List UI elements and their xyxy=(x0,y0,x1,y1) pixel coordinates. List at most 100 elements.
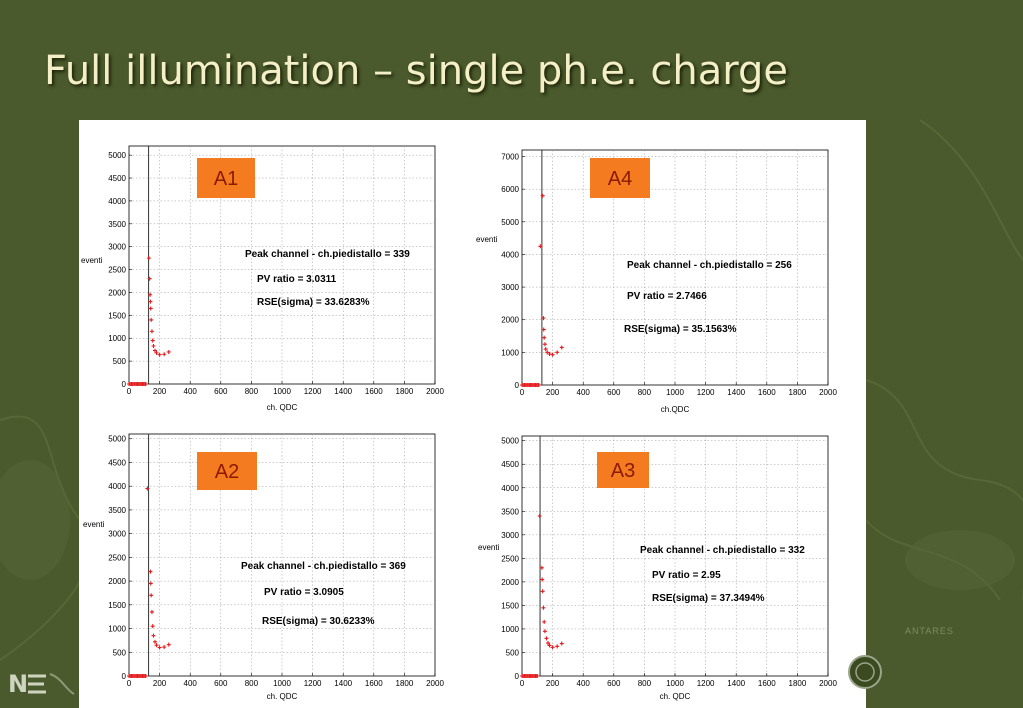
y-tick-label: 3000 xyxy=(501,283,519,292)
data-series xyxy=(520,194,564,387)
slide-title: Full illumination – single ph.e. charge xyxy=(44,48,789,94)
data-point xyxy=(535,674,540,678)
chart-annotation: RSE(sigma) = 33.6283% xyxy=(257,297,370,308)
chart-annotation: RSE(sigma) = 30.6233% xyxy=(262,616,375,627)
chart-badge xyxy=(197,452,257,490)
y-axis-label: eventi xyxy=(81,256,103,265)
y-tick-label: 2500 xyxy=(108,266,126,275)
y-tick-label: 5000 xyxy=(108,435,126,444)
x-tick-label: 200 xyxy=(153,679,167,688)
data-point xyxy=(542,342,547,347)
x-tick-label: 1200 xyxy=(697,388,715,397)
antares-label: ANTARES xyxy=(905,626,954,636)
x-tick-label: 800 xyxy=(638,388,652,397)
x-tick-label: 1200 xyxy=(304,387,322,396)
x-tick-label: 0 xyxy=(127,679,132,688)
data-point xyxy=(149,317,154,322)
chart-annotation: PV ratio = 2.95 xyxy=(652,570,721,581)
data-point xyxy=(541,605,546,610)
x-tick-label: 200 xyxy=(546,679,560,688)
y-tick-label: 1500 xyxy=(108,311,126,320)
x-tick-label: 1200 xyxy=(304,679,322,688)
x-tick-label: 1400 xyxy=(334,387,352,396)
data-point xyxy=(537,514,542,518)
y-tick-label: 3000 xyxy=(501,531,519,540)
y-tick-label: 5000 xyxy=(501,218,519,227)
y-tick-label: 3000 xyxy=(108,243,126,252)
x-tick-label: 600 xyxy=(607,388,621,397)
y-tick-label: 4000 xyxy=(501,250,519,259)
chart-annotation: PV ratio = 2.7466 xyxy=(627,291,707,302)
x-tick-label: 400 xyxy=(184,679,198,688)
x-tick-label: 1400 xyxy=(727,388,745,397)
y-tick-label: 6000 xyxy=(501,185,519,194)
y-tick-label: 1500 xyxy=(501,601,519,610)
y-axis-label: eventi xyxy=(476,235,498,244)
x-tick-label: 400 xyxy=(577,388,591,397)
x-tick-label: 600 xyxy=(214,387,228,396)
y-tick-label: 5000 xyxy=(501,437,519,446)
data-point xyxy=(148,299,153,304)
plot-area xyxy=(128,433,436,677)
data-point xyxy=(149,593,154,598)
data-point xyxy=(154,643,159,648)
data-point xyxy=(153,639,158,644)
data-point xyxy=(162,645,167,650)
data-point xyxy=(149,329,154,334)
x-axis-label: ch. QDC xyxy=(267,692,298,701)
x-tick-label: 600 xyxy=(607,679,621,688)
data-series xyxy=(127,487,171,678)
data-point xyxy=(543,347,548,352)
y-tick-label: 2000 xyxy=(501,316,519,325)
y-tick-label: 2000 xyxy=(108,288,126,297)
x-tick-label: 1600 xyxy=(758,679,776,688)
y-tick-label: 2000 xyxy=(108,577,126,586)
y-tick-label: 3500 xyxy=(108,506,126,515)
data-point xyxy=(547,643,552,648)
data-point xyxy=(153,348,158,353)
x-tick-label: 1600 xyxy=(365,679,383,688)
x-tick-label: 200 xyxy=(153,387,167,396)
chart-annotation: RSE(sigma) = 37.3494% xyxy=(652,593,765,604)
data-point xyxy=(539,565,544,570)
data-point xyxy=(559,345,564,350)
y-tick-label: 3500 xyxy=(501,507,519,516)
x-axis-label: ch. QDC xyxy=(267,403,298,412)
data-point xyxy=(150,338,155,343)
chart-annotation: Peak channel - ch.piedistallo = 369 xyxy=(241,561,406,572)
data-point xyxy=(162,352,167,357)
data-point xyxy=(546,641,551,646)
data-point xyxy=(143,674,148,678)
x-tick-label: 800 xyxy=(245,679,259,688)
data-point xyxy=(151,344,156,349)
y-tick-label: 4000 xyxy=(108,197,126,206)
chart-a1: 0 200 400 600 800 1000 1200 1400 1600 1800 2000 0 50… xyxy=(79,120,444,412)
data-point xyxy=(538,244,543,249)
data-point xyxy=(145,486,150,491)
x-tick-label: 1000 xyxy=(273,679,291,688)
data-point xyxy=(544,636,549,641)
y-tick-label: 4500 xyxy=(108,458,126,467)
data-point xyxy=(146,256,151,261)
chart-annotation: Peak channel - ch.piedistallo = 256 xyxy=(627,260,792,271)
data-point xyxy=(149,609,154,614)
x-tick-label: 0 xyxy=(127,387,132,396)
x-tick-label: 800 xyxy=(245,387,259,396)
y-tick-label: 3000 xyxy=(108,530,126,539)
x-tick-label: 600 xyxy=(214,679,228,688)
grid xyxy=(129,146,435,384)
y-tick-label: 5000 xyxy=(108,151,126,160)
y-tick-label: 0 xyxy=(122,380,127,389)
x-axis-label: ch. QDC xyxy=(660,692,691,701)
data-point xyxy=(555,350,560,355)
data-point xyxy=(541,327,546,332)
x-tick-label: 800 xyxy=(638,679,652,688)
data-point xyxy=(542,619,547,624)
chart-annotation: RSE(sigma) = 35.1563% xyxy=(624,324,737,335)
data-point xyxy=(540,193,545,198)
neutrino-logo: N xyxy=(8,670,75,698)
data-point xyxy=(166,642,171,647)
y-tick-label: 2500 xyxy=(501,554,519,563)
data-point xyxy=(148,581,153,586)
chart-a2: 0 200 400 600 800 1000 1200 1400 1600 1800 2000 0 50… xyxy=(79,414,444,701)
